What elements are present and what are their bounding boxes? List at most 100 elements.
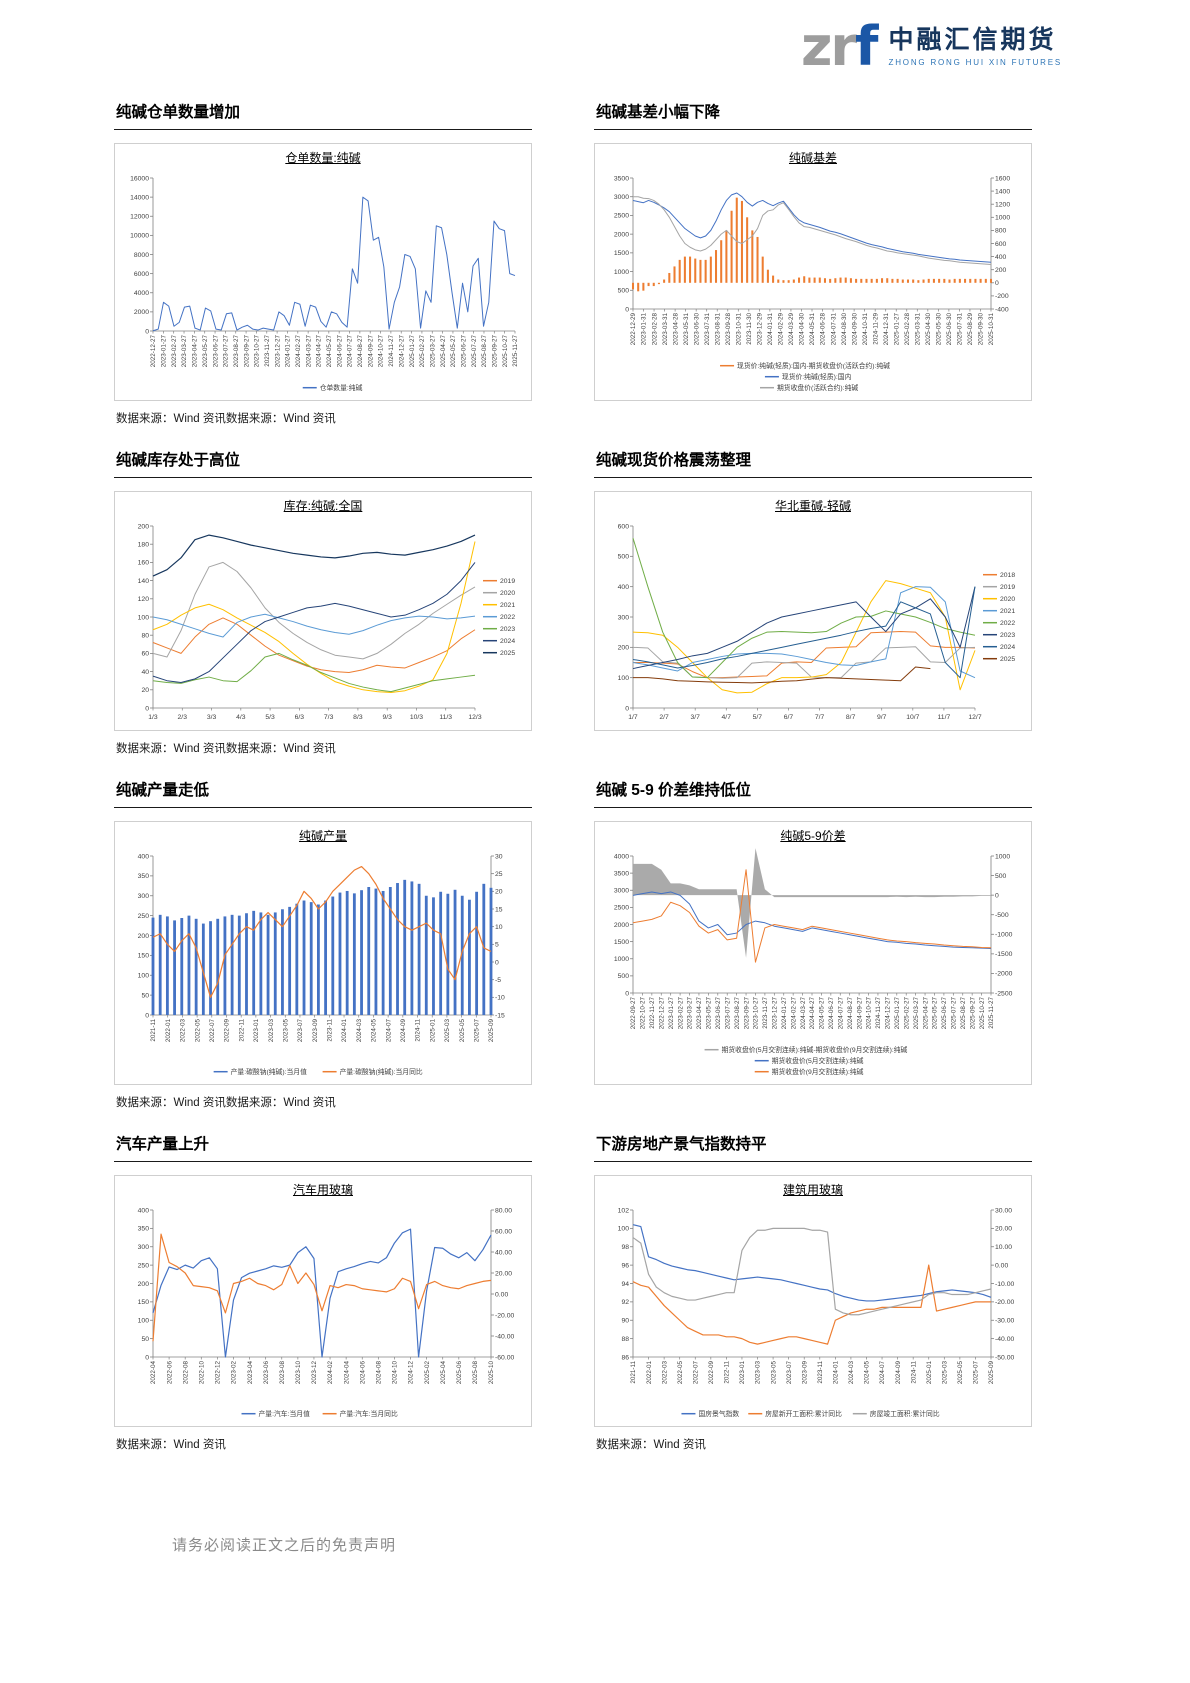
svg-text:-1500: -1500 bbox=[995, 951, 1013, 958]
svg-text:现货价:纯碱(轻质):国内: 现货价:纯碱(轻质):国内 bbox=[782, 372, 852, 381]
svg-text:2025-03-27: 2025-03-27 bbox=[913, 997, 920, 1030]
legend: 2018 2019 2020 2021 2022 2023 2024 2025 bbox=[983, 572, 1015, 663]
svg-text:2022-12-29: 2022-12-29 bbox=[630, 313, 637, 346]
svg-text:2025-07-31: 2025-07-31 bbox=[957, 313, 964, 346]
svg-text:2022: 2022 bbox=[500, 614, 515, 621]
svg-text:30.00: 30.00 bbox=[995, 1207, 1012, 1214]
svg-text:2025-09-30: 2025-09-30 bbox=[978, 313, 985, 346]
svg-text:8000: 8000 bbox=[134, 252, 149, 259]
data-source-note: 数据来源：Wind 资讯数据来源：Wind 资讯 bbox=[116, 413, 336, 425]
svg-text:2024: 2024 bbox=[500, 638, 515, 645]
series-line bbox=[632, 1264, 991, 1345]
svg-text:2025-02-27: 2025-02-27 bbox=[419, 335, 426, 368]
svg-text:350: 350 bbox=[138, 873, 150, 880]
logo-blue-letter: f bbox=[855, 15, 878, 78]
svg-text:2025-03-31: 2025-03-31 bbox=[914, 313, 921, 346]
svg-text:60.00: 60.00 bbox=[495, 1228, 512, 1235]
svg-text:2024-09: 2024-09 bbox=[895, 1361, 902, 1385]
svg-text:房屋竣工面积:累计同比: 房屋竣工面积:累计同比 bbox=[870, 1409, 940, 1418]
chart-title: 建筑用玻璃 bbox=[597, 1180, 1029, 1200]
svg-text:80.00: 80.00 bbox=[495, 1207, 512, 1214]
series-line bbox=[632, 1227, 992, 1316]
chart-title: 库存:纯碱:全国 bbox=[117, 496, 529, 516]
svg-text:2022-05: 2022-05 bbox=[194, 1019, 201, 1043]
svg-text:1600: 1600 bbox=[995, 175, 1010, 182]
figure-heading: 汽车产量上升 bbox=[116, 1136, 210, 1153]
figure: 纯碱库存处于高位 库存:纯碱:全国 0 20 40 60 80 100 120 140 160 180… bbox=[114, 448, 532, 756]
chart-box: 库存:纯碱:全国 0 20 40 60 80 100 120 140 160 180 200 1/3 2/… bbox=[114, 491, 532, 731]
chart-box: 纯碱基差 0 500 1000 1500 2000 2500 3000 3500 -400 -200… bbox=[594, 143, 1032, 401]
heading-rule bbox=[594, 1161, 1032, 1162]
data-source-note: 数据来源：Wind 资讯 bbox=[596, 1439, 706, 1451]
svg-text:2024-02-27: 2024-02-27 bbox=[790, 997, 797, 1030]
svg-text:400: 400 bbox=[138, 853, 150, 860]
svg-text:400: 400 bbox=[138, 1207, 150, 1214]
figure: 下游房地产景气指数持平 建筑用玻璃 86 88 90 92 94 96 98 100 102 -50.… bbox=[594, 1132, 1032, 1452]
svg-text:0.00: 0.00 bbox=[995, 1262, 1008, 1269]
chart-plot: 0 50 100 150 200 250 300 350 400 -15 -10 -5 0 5 10 15 20… bbox=[117, 846, 529, 1082]
svg-text:1500: 1500 bbox=[614, 250, 629, 257]
svg-text:4000: 4000 bbox=[614, 853, 629, 860]
legend: 国房景气指数 房屋新开工面积:累计同比 房屋竣工面积:累计同比 bbox=[681, 1409, 940, 1418]
svg-text:2024-02-27: 2024-02-27 bbox=[295, 335, 302, 368]
series-line bbox=[632, 580, 976, 694]
svg-text:2022-10-27: 2022-10-27 bbox=[640, 997, 647, 1030]
svg-text:2024-06-27: 2024-06-27 bbox=[336, 335, 343, 368]
svg-text:仓单数量:纯碱: 仓单数量:纯碱 bbox=[320, 383, 363, 392]
figure: 纯碱现货价格震荡整理 华北重碱-轻碱 0 100 200 300 400 500 600 1/7 2… bbox=[594, 448, 1032, 756]
svg-text:0: 0 bbox=[625, 306, 629, 313]
chart-plot: 0 50 100 150 200 250 300 350 400 -60.00 -40.00 -20.… bbox=[117, 1200, 529, 1424]
series-line bbox=[152, 1233, 492, 1342]
svg-text:2023-05-27: 2023-05-27 bbox=[202, 335, 209, 368]
svg-text:期货收盘价(5月交割连续):纯碱: 期货收盘价(5月交割连续):纯碱 bbox=[772, 1056, 864, 1065]
svg-text:8/3: 8/3 bbox=[353, 714, 363, 721]
chart-title-text: 建筑用玻璃 bbox=[782, 1183, 843, 1197]
svg-text:10/3: 10/3 bbox=[410, 714, 423, 721]
svg-text:2024-04-27: 2024-04-27 bbox=[316, 335, 323, 368]
svg-text:400: 400 bbox=[995, 254, 1007, 261]
svg-text:-40.00: -40.00 bbox=[995, 1336, 1014, 1343]
svg-text:2500: 2500 bbox=[614, 213, 629, 220]
svg-text:0: 0 bbox=[995, 280, 999, 287]
svg-text:2022-04: 2022-04 bbox=[150, 1361, 157, 1385]
svg-text:2022-07: 2022-07 bbox=[692, 1361, 699, 1385]
svg-text:-2500: -2500 bbox=[995, 990, 1013, 997]
data-source-note: 数据来源：Wind 资讯 bbox=[116, 1439, 226, 1451]
svg-text:800: 800 bbox=[995, 228, 1007, 235]
svg-text:300: 300 bbox=[618, 614, 630, 621]
svg-text:200: 200 bbox=[618, 645, 630, 652]
svg-text:1500: 1500 bbox=[614, 939, 629, 946]
svg-text:-20.00: -20.00 bbox=[995, 1299, 1014, 1306]
svg-text:4/7: 4/7 bbox=[722, 714, 732, 721]
svg-text:2024-06-27: 2024-06-27 bbox=[828, 997, 835, 1030]
chart-plot: 0 500 1000 1500 2000 2500 3000 3500 -400 -200 0 200… bbox=[597, 168, 1029, 398]
figure-heading: 纯碱仓单数量增加 bbox=[116, 104, 241, 121]
legend: 2019 2020 2021 2022 2023 2024 2025 bbox=[483, 578, 515, 657]
svg-text:2023-05-27: 2023-05-27 bbox=[706, 997, 713, 1030]
svg-text:2023: 2023 bbox=[1000, 632, 1015, 639]
svg-text:160: 160 bbox=[138, 560, 150, 567]
chart-title-text: 汽车用玻璃 bbox=[292, 1183, 353, 1197]
svg-text:-200: -200 bbox=[995, 293, 1009, 300]
svg-text:现货价:纯碱(轻质):国内-期货收盘价(活跃合约):纯碱: 现货价:纯碱(轻质):国内-期货收盘价(活跃合约):纯碱 bbox=[737, 361, 890, 370]
svg-text:2024-02-29: 2024-02-29 bbox=[778, 313, 785, 346]
series-line bbox=[632, 869, 992, 963]
series-line bbox=[632, 891, 992, 949]
svg-text:1/7: 1/7 bbox=[628, 714, 638, 721]
svg-text:3500: 3500 bbox=[614, 870, 629, 877]
svg-text:2023-03: 2023-03 bbox=[268, 1019, 275, 1043]
svg-text:200: 200 bbox=[995, 267, 1007, 274]
svg-text:2025-06-27: 2025-06-27 bbox=[460, 335, 467, 368]
series-line bbox=[632, 586, 976, 670]
series-line bbox=[632, 192, 992, 263]
svg-text:2025-01-27: 2025-01-27 bbox=[894, 997, 901, 1030]
svg-text:产量:碳酸钠(纯碱):当月值: 产量:碳酸钠(纯碱):当月值 bbox=[231, 1067, 307, 1076]
svg-text:2023-06: 2023-06 bbox=[263, 1361, 270, 1385]
svg-text:2023: 2023 bbox=[500, 626, 515, 633]
chart-canvas: 0 50 100 150 200 250 300 350 400 -60.00 -40.00 -20.… bbox=[138, 1207, 515, 1418]
chart-plot: 0 20 40 60 80 100 120 140 160 180 200 1/3 2/3 3/3 4/3 5… bbox=[117, 516, 529, 728]
svg-text:2023-09: 2023-09 bbox=[312, 1019, 319, 1043]
svg-text:2023-06-27: 2023-06-27 bbox=[212, 335, 219, 368]
svg-text:20: 20 bbox=[141, 687, 149, 694]
svg-text:500: 500 bbox=[618, 288, 630, 295]
